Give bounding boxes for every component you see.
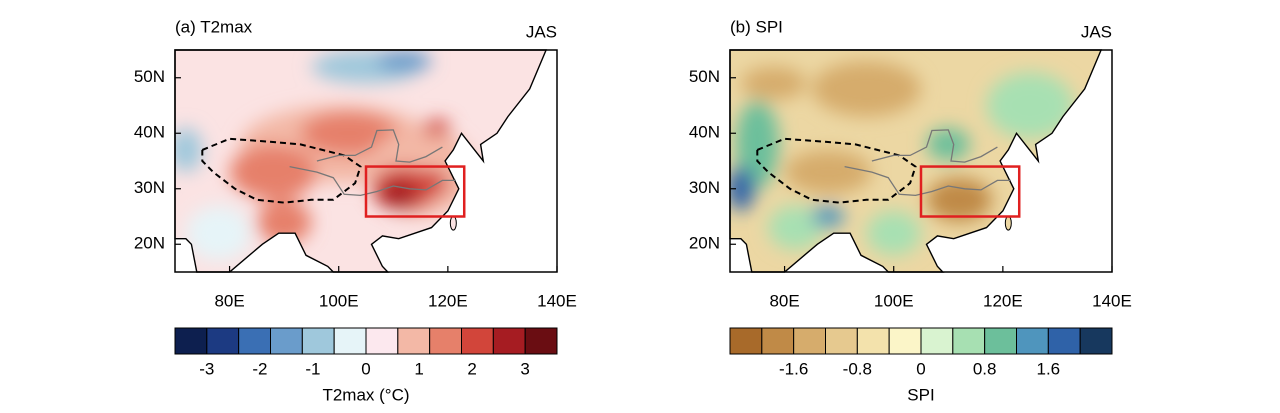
season-label: JAS (526, 22, 557, 41)
colorbar-box (333, 327, 367, 355)
colorbar-box (761, 327, 795, 355)
colorbar-box (238, 327, 272, 355)
field-blob (229, 144, 317, 200)
field-blob (300, 111, 399, 156)
colorbar-box (365, 327, 399, 355)
plot-frame (729, 49, 1113, 273)
plot-frame (174, 49, 558, 273)
panel-title: (a) T2max (175, 17, 253, 36)
colorbar-tick-label: -0.8 (843, 359, 872, 378)
colorbar-box (888, 327, 922, 355)
colorbar-tick-label: -2 (252, 359, 267, 378)
taiwan (449, 215, 457, 231)
field-blob (768, 205, 823, 250)
field-blob (926, 177, 992, 222)
x-tick-label: 100E (874, 291, 914, 310)
river (844, 165, 1011, 197)
colorbar-box (174, 327, 208, 355)
y-tick-label: 50N (689, 67, 720, 86)
field-blob (415, 169, 448, 197)
x-tick-label: 140E (537, 291, 577, 310)
colorbar-box (1047, 327, 1081, 355)
colorbar-box (429, 327, 462, 355)
colorbar-tick-label: -1 (305, 359, 320, 378)
plateau-outline (201, 137, 362, 204)
study-region (919, 165, 1021, 218)
x-tick-label: 100E (319, 291, 359, 310)
field-blob (735, 100, 780, 189)
y-tick-label: 20N (134, 234, 165, 253)
colorbar-tick-label: 2 (467, 359, 476, 378)
river (871, 129, 998, 163)
colorbar-tick-label: -1.6 (779, 359, 808, 378)
field-blob (730, 166, 755, 211)
river (316, 129, 443, 163)
colorbar-tick-label: 0 (361, 359, 370, 378)
field-blob (811, 61, 921, 117)
colorbar-tick-label: 3 (520, 359, 529, 378)
y-tick-label: 30N (134, 178, 165, 197)
field-blob (986, 72, 1074, 139)
colorbar-box (793, 327, 827, 355)
colorbar-box (1079, 327, 1113, 355)
colorbar-box (920, 327, 954, 355)
colorbar-box (825, 327, 858, 355)
colorbar-box (856, 327, 890, 355)
field-blob (379, 180, 418, 209)
field-blob (185, 205, 252, 261)
taiwan (1004, 215, 1012, 231)
colorbar-box (729, 327, 763, 355)
colorbar-tick-label: 0.8 (973, 359, 997, 378)
field-blob (926, 127, 971, 161)
colorbar-box (524, 327, 558, 355)
field-blob (175, 127, 203, 172)
y-tick-label: 30N (689, 178, 720, 197)
y-tick-label: 50N (134, 67, 165, 86)
river (289, 165, 456, 197)
x-tick-label: 120E (428, 291, 468, 310)
y-tick-label: 20N (689, 234, 720, 253)
colorbar-tick-label: -3 (199, 359, 214, 378)
field-blob (740, 66, 807, 100)
field-blobs (175, 50, 476, 261)
x-tick-label: 140E (1092, 291, 1132, 310)
colorbar-box (952, 327, 986, 355)
colorbar-box (206, 327, 240, 355)
season-label: JAS (1081, 22, 1112, 41)
colorbar-box (492, 327, 526, 355)
y-tick-label: 40N (134, 123, 165, 142)
colorbar-label: SPI (907, 385, 934, 404)
field-blob (866, 211, 921, 256)
field-blob (256, 200, 312, 245)
colorbar-box (397, 327, 431, 355)
colorbar-box (270, 327, 303, 355)
map-field (730, 50, 1102, 272)
x-tick-label: 80E (214, 291, 244, 310)
field-blobs (730, 61, 1074, 256)
plateau-outline (756, 137, 917, 204)
colorbar-tick-label: 0 (916, 359, 925, 378)
colorbar-tick-label: 1 (414, 359, 423, 378)
field-blob (376, 50, 432, 73)
field-blob (784, 150, 872, 195)
study-region (364, 165, 466, 218)
colorbar-box (461, 327, 494, 355)
field-blob (811, 205, 845, 228)
colorbar-box (1016, 327, 1049, 355)
map-field (175, 50, 547, 272)
y-tick-label: 40N (689, 123, 720, 142)
colorbar-label: T2max (°C) (322, 385, 409, 404)
x-tick-label: 80E (769, 291, 799, 310)
panel-title: (b) SPI (730, 17, 783, 36)
field-blob (423, 119, 451, 136)
colorbar-box (301, 327, 335, 355)
colorbar-box (984, 327, 1018, 355)
x-tick-label: 120E (983, 291, 1023, 310)
colorbar-tick-label: 1.6 (1037, 359, 1061, 378)
